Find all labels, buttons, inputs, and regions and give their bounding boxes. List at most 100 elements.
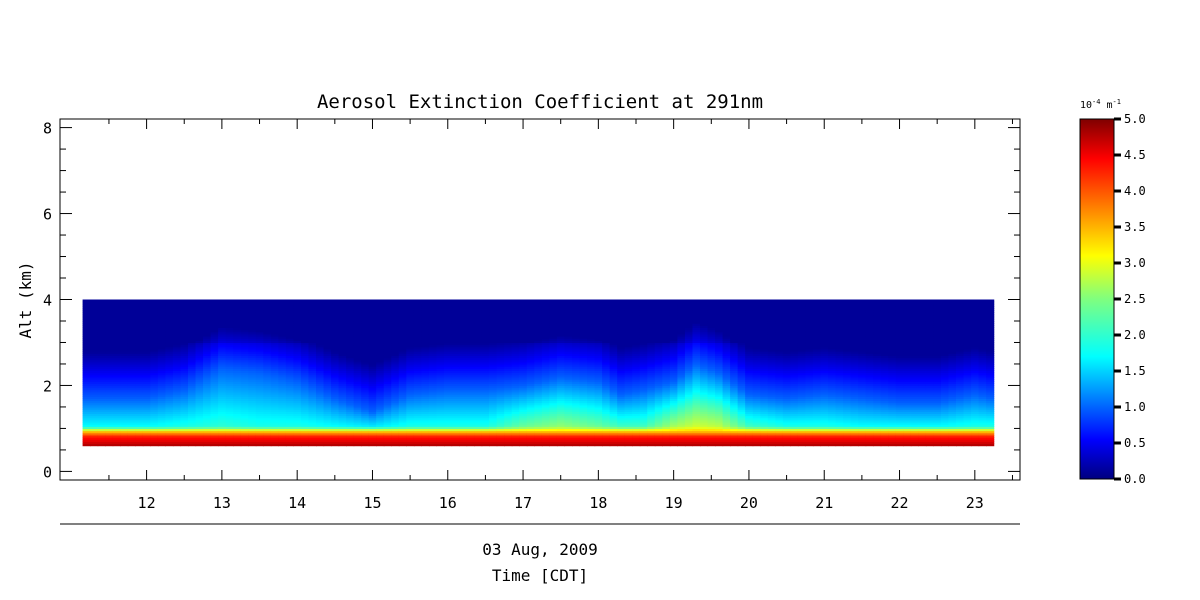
heatmap-cell	[203, 430, 212, 434]
heatmap-cell	[225, 359, 234, 363]
heatmap-cell	[609, 336, 618, 339]
heatmap-cell	[481, 437, 490, 440]
heatmap-cell	[255, 348, 264, 352]
heatmap-cell	[519, 434, 528, 438]
heatmap-cell	[556, 409, 566, 412]
heatmap-cell	[376, 344, 385, 348]
heatmap-cell	[368, 320, 377, 324]
heatmap-cell	[489, 368, 498, 372]
heatmap-cell	[157, 299, 167, 303]
heatmap-cell	[278, 336, 287, 339]
heatmap-cell	[203, 434, 212, 438]
heatmap-cell	[112, 346, 121, 350]
heatmap-cell	[165, 406, 174, 410]
heatmap-cell	[572, 437, 581, 440]
heatmap-cell	[609, 346, 618, 350]
heatmap-cell	[97, 331, 106, 335]
heatmap-cell	[225, 325, 234, 329]
heatmap-cell	[308, 370, 317, 374]
heatmap-cell	[466, 323, 475, 326]
heatmap-cell	[203, 325, 212, 329]
heatmap-cell	[331, 394, 340, 397]
heatmap-cell	[466, 372, 475, 376]
heatmap-cell	[436, 368, 445, 372]
heatmap-cell	[353, 411, 362, 414]
heatmap-cell	[376, 432, 385, 436]
heatmap-cell	[180, 411, 189, 414]
heatmap-cell	[97, 391, 106, 395]
heatmap-cell	[526, 391, 535, 395]
heatmap-cell	[248, 379, 257, 382]
heatmap-cell	[172, 430, 182, 434]
heatmap-cell	[285, 359, 295, 363]
heatmap-cell	[549, 308, 558, 311]
heatmap-cell	[248, 398, 257, 402]
heatmap-cell	[444, 406, 453, 410]
heatmap-cell	[82, 316, 91, 320]
heatmap-cell	[127, 443, 136, 447]
heatmap-cell	[308, 383, 317, 387]
heatmap-cell	[188, 344, 197, 348]
heatmap-cell	[519, 314, 528, 318]
heatmap-cell	[308, 305, 317, 309]
heatmap-cell	[466, 383, 475, 387]
heatmap-cell	[444, 342, 453, 346]
heatmap-cell	[489, 396, 498, 399]
heatmap-cell	[127, 303, 136, 307]
heatmap-cell	[624, 353, 633, 356]
heatmap-cell	[346, 409, 355, 412]
heatmap-cell	[564, 415, 573, 419]
heatmap-cell	[609, 301, 618, 305]
heatmap-cell	[165, 376, 174, 380]
heatmap-cell	[188, 404, 197, 408]
heatmap-cell	[466, 316, 475, 320]
heatmap-cell	[142, 363, 151, 367]
heatmap-cell	[120, 351, 129, 354]
heatmap-cell	[368, 385, 377, 389]
heatmap-cell	[383, 430, 392, 434]
heatmap-cell	[188, 391, 197, 395]
heatmap-cell	[172, 344, 182, 348]
heatmap-cell	[541, 374, 551, 378]
heatmap-cell	[534, 355, 543, 359]
heatmap-cell	[112, 323, 121, 326]
heatmap-cell	[180, 308, 189, 311]
heatmap-cell	[519, 329, 528, 333]
heatmap-cell	[398, 372, 407, 376]
heatmap-cell	[285, 413, 295, 417]
heatmap-cell	[444, 320, 453, 324]
heatmap-cell	[172, 361, 182, 365]
heatmap-cell	[270, 310, 279, 313]
heatmap-cell	[120, 428, 129, 432]
heatmap-cell	[459, 424, 468, 427]
heatmap-cell	[225, 379, 234, 382]
heatmap-cell	[316, 327, 325, 331]
heatmap-cell	[331, 387, 340, 391]
heatmap-cell	[112, 327, 121, 331]
heatmap-cell	[240, 340, 249, 344]
heatmap-cell	[602, 366, 611, 369]
heatmap-cell	[406, 374, 415, 378]
heatmap-cell	[511, 443, 520, 447]
heatmap-cell	[255, 353, 264, 356]
heatmap-cell	[112, 331, 121, 335]
heatmap-cell	[82, 353, 91, 356]
heatmap-cell	[218, 409, 227, 412]
heatmap-cell	[172, 389, 182, 393]
heatmap-cell	[203, 344, 212, 348]
heatmap-cell	[383, 301, 392, 305]
heatmap-cell	[466, 346, 475, 350]
heatmap-cell	[376, 417, 385, 421]
heatmap-cell	[572, 357, 581, 361]
heatmap-cell	[157, 389, 167, 393]
heatmap-cell	[391, 415, 400, 419]
heatmap-cell	[172, 331, 182, 335]
heatmap-cell	[157, 372, 167, 376]
heatmap-cell	[120, 409, 129, 412]
heatmap-cell	[308, 437, 317, 440]
heatmap-cell	[233, 400, 242, 404]
heatmap-cell	[323, 391, 332, 395]
heatmap-cell	[572, 353, 581, 356]
heatmap-cell	[496, 353, 505, 356]
heatmap-cell	[293, 409, 302, 412]
